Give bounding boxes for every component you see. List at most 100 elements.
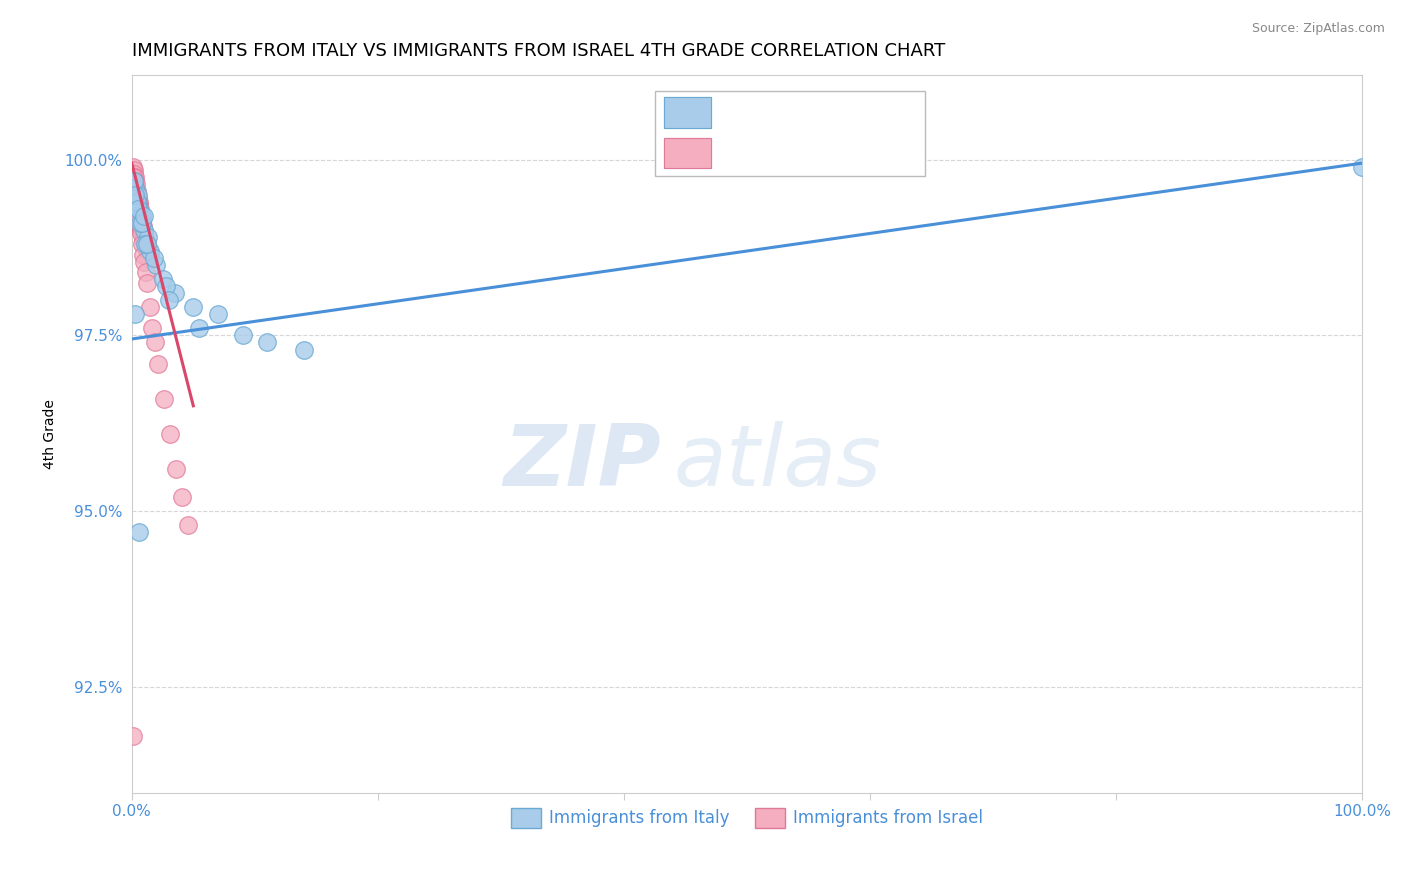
Point: [292, 343, 315, 357]
Point: [134, 254, 156, 268]
Point: [127, 198, 149, 212]
Point: [131, 216, 153, 230]
Point: [129, 216, 152, 230]
Point: [132, 234, 155, 248]
Point: [127, 187, 149, 202]
Point: [135, 237, 157, 252]
Point: [146, 357, 169, 371]
Point: [122, 167, 145, 181]
Point: [127, 202, 149, 216]
Point: [136, 244, 159, 258]
Point: [121, 730, 143, 744]
Legend: Immigrants from Italy, Immigrants from Israel: Immigrants from Italy, Immigrants from I…: [505, 801, 990, 835]
Point: [1351, 160, 1374, 174]
Point: [131, 223, 153, 237]
Point: [138, 244, 160, 258]
Y-axis label: 4th Grade: 4th Grade: [44, 399, 58, 469]
Point: [129, 209, 152, 223]
Point: [131, 216, 153, 230]
Point: [124, 180, 146, 194]
Point: [135, 237, 157, 252]
Point: [135, 276, 157, 290]
Point: [132, 247, 155, 261]
Point: [134, 234, 156, 248]
Point: [145, 258, 167, 272]
Point: [155, 279, 177, 293]
Point: [129, 216, 152, 230]
Point: [122, 163, 145, 178]
Point: [157, 293, 180, 308]
Text: R = 0.493   N = 66: R = 0.493 N = 66: [731, 140, 889, 158]
Point: [125, 178, 148, 192]
Point: [131, 212, 153, 227]
Point: [122, 180, 145, 194]
Point: [143, 335, 166, 350]
Point: [165, 462, 187, 476]
Point: [127, 187, 149, 202]
Point: [152, 272, 174, 286]
Point: [125, 184, 148, 198]
Point: [125, 194, 148, 209]
Point: [188, 321, 211, 335]
Point: [122, 160, 145, 174]
Point: [125, 194, 148, 209]
FancyBboxPatch shape: [665, 97, 711, 128]
Point: [125, 194, 148, 209]
FancyBboxPatch shape: [665, 137, 711, 168]
FancyBboxPatch shape: [665, 137, 711, 168]
Point: [135, 265, 157, 279]
FancyBboxPatch shape: [665, 97, 711, 128]
Point: [127, 212, 149, 227]
Point: [132, 209, 155, 223]
Point: [159, 426, 181, 441]
Point: [122, 174, 145, 188]
Text: Source: ZipAtlas.com: Source: ZipAtlas.com: [1251, 22, 1385, 36]
Point: [129, 212, 152, 227]
Point: [132, 223, 155, 237]
Point: [132, 227, 155, 241]
Point: [131, 209, 153, 223]
Point: [124, 184, 146, 198]
Point: [128, 219, 150, 234]
Point: [124, 178, 146, 192]
Point: [207, 307, 229, 321]
Point: [177, 518, 200, 533]
Point: [122, 174, 145, 188]
Point: [129, 205, 152, 219]
Point: [152, 392, 174, 406]
Point: [124, 187, 146, 202]
Point: [135, 237, 157, 252]
FancyBboxPatch shape: [655, 91, 925, 176]
Point: [122, 170, 145, 185]
Text: ZIP: ZIP: [503, 421, 661, 504]
Point: [124, 307, 146, 321]
Point: [134, 237, 156, 252]
Point: [128, 205, 150, 219]
Point: [136, 241, 159, 255]
Point: [131, 237, 153, 252]
Point: [125, 191, 148, 205]
Point: [128, 209, 150, 223]
Point: [128, 525, 150, 540]
Point: [128, 202, 150, 216]
Point: [124, 170, 146, 185]
Point: [132, 223, 155, 237]
Point: [132, 219, 155, 234]
Text: IMMIGRANTS FROM ITALY VS IMMIGRANTS FROM ISRAEL 4TH GRADE CORRELATION CHART: IMMIGRANTS FROM ITALY VS IMMIGRANTS FROM…: [132, 42, 945, 60]
Point: [125, 205, 148, 219]
Text: R = 0.397   N = 31: R = 0.397 N = 31: [731, 100, 889, 119]
Point: [138, 251, 160, 265]
Point: [129, 227, 152, 241]
Point: [141, 321, 163, 335]
Point: [124, 187, 146, 202]
Point: [172, 490, 194, 504]
Point: [134, 230, 156, 244]
Point: [139, 247, 162, 261]
Point: [139, 244, 162, 258]
Point: [125, 184, 148, 198]
Point: [128, 194, 150, 209]
Point: [136, 230, 159, 244]
Text: atlas: atlas: [673, 421, 882, 504]
Point: [138, 301, 160, 315]
Point: [163, 286, 186, 301]
